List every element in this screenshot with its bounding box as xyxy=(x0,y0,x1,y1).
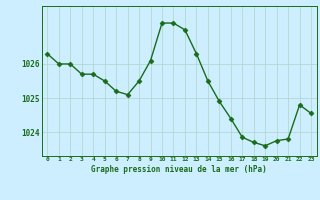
X-axis label: Graphe pression niveau de la mer (hPa): Graphe pression niveau de la mer (hPa) xyxy=(91,165,267,174)
